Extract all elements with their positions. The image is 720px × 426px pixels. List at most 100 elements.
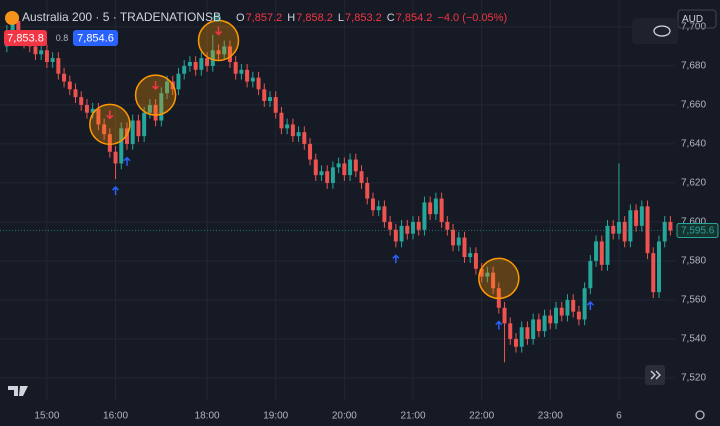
candle-body — [187, 62, 192, 66]
overlay: 7,520 7,540 7,560 7,580 7,600 7,620 7,640 7,660… — [0, 19, 719, 422]
candle-body — [651, 253, 656, 293]
candle-body — [256, 77, 261, 90]
buy-arrow — [586, 301, 594, 311]
candle-body — [531, 319, 536, 339]
scroll-icon — [650, 370, 661, 380]
y-tick-label: 7,620 — [681, 178, 706, 189]
ohlc-key: L — [338, 12, 344, 24]
logo — [8, 386, 28, 396]
settings-icon[interactable] — [695, 410, 705, 420]
y-tick-label: 7,640 — [681, 139, 706, 150]
candle-body — [136, 120, 141, 137]
y-tick-label: 7,580 — [681, 256, 706, 267]
candle-body — [90, 108, 95, 113]
candle-body — [542, 315, 547, 332]
ohlc-key: C — [387, 12, 395, 24]
candle-body — [639, 206, 644, 226]
candle-body — [84, 104, 89, 113]
candle-body — [479, 268, 484, 277]
buy-arrow — [392, 254, 400, 264]
candle-body — [439, 198, 444, 222]
candle-body — [313, 159, 318, 176]
candle-body — [359, 171, 364, 183]
candle-body — [468, 253, 473, 258]
y-tick-label: 7,540 — [681, 334, 706, 345]
x-tick-label: 16:00 — [103, 411, 128, 422]
currency-box[interactable] — [677, 9, 717, 29]
x-tick-label: 15:00 — [34, 411, 59, 422]
ask-box[interactable] — [73, 30, 118, 46]
ohlc-readout: O 7,857.2 H 7,858.2 L 7,853.2 C 7,854.2 −4.0 (−0… — [236, 12, 507, 24]
x-tick-label: 18:00 — [195, 411, 220, 422]
candle-body — [491, 272, 496, 289]
candle-body — [107, 134, 112, 152]
candle-body — [193, 62, 198, 70]
ohlc-key: H — [287, 12, 295, 24]
candle-body — [485, 272, 490, 277]
candle-body — [502, 307, 507, 324]
candle-body — [199, 58, 204, 70]
candle-body — [611, 225, 616, 234]
last-price-box — [676, 223, 719, 239]
candle-body — [16, 21, 21, 37]
buy-arrow — [123, 156, 131, 166]
candle-body — [262, 89, 267, 102]
candle-body — [130, 120, 135, 144]
candle-body — [176, 73, 181, 90]
candle-body — [67, 81, 72, 90]
x-tick-label: 21:00 — [400, 411, 425, 422]
drag-button[interactable] — [632, 18, 678, 44]
candle-body — [582, 288, 587, 320]
candle-body — [365, 182, 370, 199]
candle-body — [576, 311, 581, 320]
signal-highlight — [134, 74, 177, 116]
candle-body — [302, 132, 307, 144]
candle-body — [399, 225, 404, 242]
candle-body — [353, 159, 358, 172]
candle-body — [645, 206, 650, 254]
buy-arrow — [495, 320, 503, 330]
symbol-icon — [5, 11, 19, 25]
candle-body — [227, 46, 232, 63]
signal-highlight — [478, 257, 520, 300]
candle-body — [330, 167, 335, 183]
currency: AUD — [682, 14, 703, 25]
candle-body — [222, 46, 227, 55]
candle-body — [102, 124, 107, 135]
y-tick-label: 7,560 — [681, 295, 706, 306]
candle-body — [571, 299, 576, 312]
candle-body — [634, 210, 639, 226]
bid-box[interactable] — [4, 30, 47, 46]
candle-body — [508, 323, 513, 339]
symbol-title[interactable]: Australia 200 · 5 · TRADENATIONSB — [22, 10, 221, 24]
candle-body — [370, 198, 375, 211]
candle-body — [147, 104, 152, 113]
candle-body — [594, 241, 599, 261]
x-tick-label: 20:00 — [332, 411, 357, 422]
ohlc-value: 7,854.2 — [396, 12, 433, 24]
candle-body — [416, 221, 421, 230]
candle-body — [668, 221, 673, 231]
sell-arrow — [106, 110, 114, 120]
candle-body — [319, 171, 324, 176]
status-dot — [213, 14, 221, 22]
candle-body — [513, 338, 518, 347]
candle-body — [296, 132, 301, 137]
candle-body — [10, 21, 15, 31]
candle-body — [50, 58, 55, 63]
candle-body — [233, 62, 238, 74]
candle-body — [239, 69, 244, 74]
y-tick-label: 7,700 — [681, 22, 706, 33]
candle-body — [336, 163, 341, 168]
y-tick-label: 7,660 — [681, 100, 706, 111]
candle-body — [422, 202, 427, 230]
candle-body — [325, 171, 330, 183]
spread: 0.8 — [56, 33, 69, 43]
candle-body — [662, 221, 667, 242]
ask-price: 7,854.6 — [77, 32, 114, 44]
candle-body — [388, 221, 393, 230]
candle-body — [39, 50, 44, 55]
ohlc-key: O — [236, 12, 245, 24]
candle-body — [56, 58, 61, 74]
